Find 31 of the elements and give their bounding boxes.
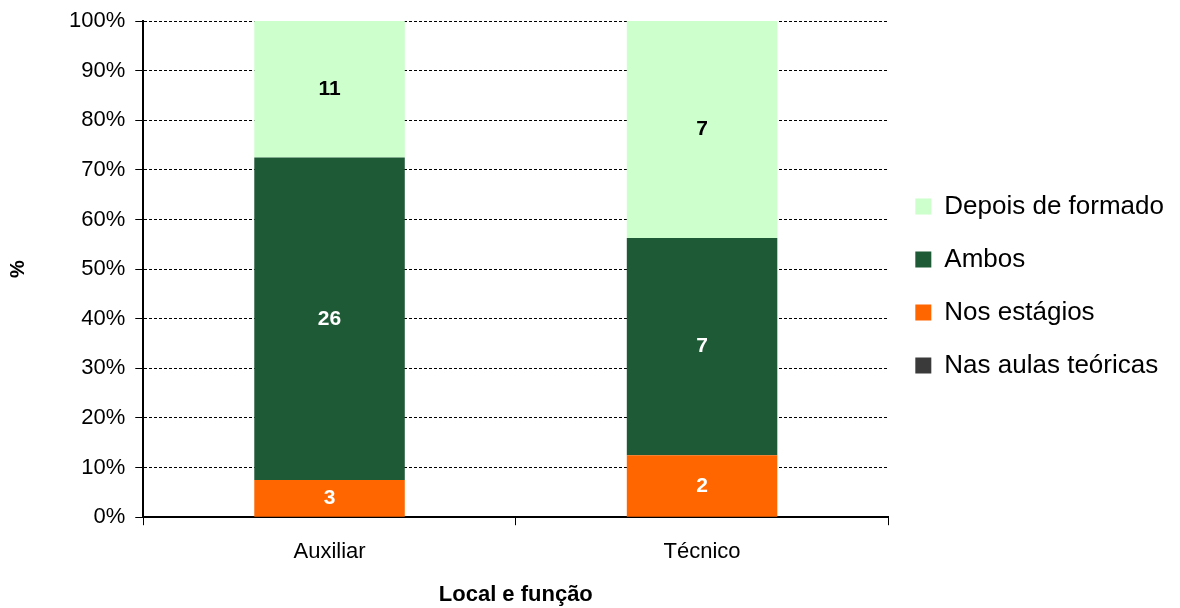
y-tick-label: 70% [81, 155, 126, 181]
annotation: 26 [317, 305, 342, 329]
y-tick-label: 100% [68, 7, 126, 33]
annotation: 2 [696, 472, 708, 496]
y-tick-label: 10% [81, 453, 126, 479]
annotation: 11 [318, 76, 341, 100]
y-tick-label: 20% [81, 404, 126, 430]
y-tick-label: 80% [81, 106, 126, 132]
annotation: 7 [696, 333, 708, 357]
bar [254, 479, 405, 517]
y-axis-title: % [5, 260, 28, 278]
y-tick-label: 60% [81, 205, 126, 231]
legend-label: Depois de formado [944, 189, 1165, 220]
bar [254, 157, 405, 480]
y-tick-label: 90% [81, 56, 126, 82]
y-tick-label: 50% [81, 255, 126, 281]
annotation: 7 [696, 116, 708, 140]
x-axis-title: Local e função [438, 580, 593, 606]
y-tick-label: 0% [93, 503, 126, 529]
legend-label: Nas aulas teóricas [944, 348, 1159, 379]
bar [626, 455, 778, 517]
bar [254, 21, 405, 158]
y-tick-label: 30% [81, 354, 126, 380]
x-tick-label: Técnico [663, 538, 741, 564]
y-tick-label: 40% [81, 304, 126, 330]
legend-label: Ambos [944, 242, 1026, 273]
legend-label: Nos estágios [944, 295, 1095, 326]
annotation: 3 [323, 485, 336, 509]
x-tick-label: Auxiliar [293, 538, 366, 564]
bar [626, 238, 778, 456]
bar [626, 21, 778, 239]
